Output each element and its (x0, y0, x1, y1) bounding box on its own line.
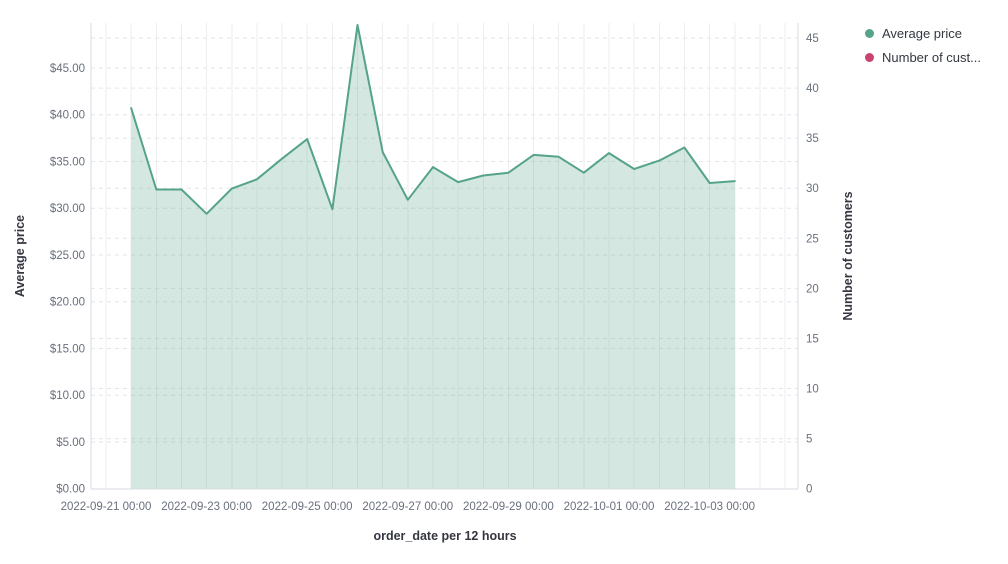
right-axis-tick-label: 25 (806, 233, 819, 245)
left-axis-tick-label: $15.00 (50, 344, 85, 356)
legend-label-number-of-customers: Number of cust... (882, 49, 981, 65)
left-axis-tick-label: $45.00 (50, 63, 85, 75)
right-axis-tick-label: 0 (806, 484, 812, 496)
left-axis-tick-label: $25.00 (50, 250, 85, 262)
x-axis-tick-label: 2022-09-27 00:00 (362, 501, 453, 513)
x-axis-tick-label: 2022-10-03 00:00 (664, 501, 755, 513)
legend-item-average-price[interactable]: Average price (865, 23, 981, 43)
average-price-area (131, 25, 735, 489)
right-axis-tick-label: 20 (806, 283, 819, 295)
right-axis-tick-label: 30 (806, 183, 819, 195)
x-axis-tick-label: 2022-09-23 00:00 (161, 501, 252, 513)
average-price-line (130, 24, 736, 215)
legend-item-number-of-customers[interactable]: Number of cust... (865, 47, 981, 67)
legend-color-dot-icon (865, 52, 874, 62)
x-axis-tick-label: 2022-09-21 00:00 (61, 501, 152, 513)
x-axis-tick-label: 2022-10-01 00:00 (564, 501, 655, 513)
left-axis-tick-label: $40.00 (50, 110, 85, 122)
right-axis-tick-label: 10 (806, 384, 819, 396)
left-axis-tick-label: $0.00 (56, 484, 85, 496)
left-axis-tick-label: $20.00 (50, 297, 85, 309)
x-axis-tick-label: 2022-09-25 00:00 (262, 501, 353, 513)
right-axis-tick-label: 40 (806, 83, 819, 95)
right-axis-tick-label: 45 (806, 33, 819, 45)
left-axis-tick-label: $30.00 (50, 203, 85, 215)
right-axis-tick-label: 5 (806, 434, 812, 446)
right-axis-title: Number of customers (841, 191, 855, 320)
right-axis-tick-label: 15 (806, 334, 819, 346)
x-axis-title: order_date per 12 hours (373, 529, 516, 543)
chart-legend: Average price Number of cust... (865, 23, 981, 67)
x-axis-tick-label: 2022-09-29 00:00 (463, 501, 554, 513)
legend-label-average-price: Average price (882, 25, 962, 41)
left-axis-tick-label: $35.00 (50, 157, 85, 169)
left-axis-title: Average price (13, 215, 27, 297)
right-axis-tick-label: 35 (806, 133, 819, 145)
left-axis-tick-label: $10.00 (50, 390, 85, 402)
legend-color-dot-icon (865, 28, 874, 38)
left-axis-tick-label: $5.00 (56, 437, 85, 449)
plot-area[interactable] (91, 23, 798, 489)
